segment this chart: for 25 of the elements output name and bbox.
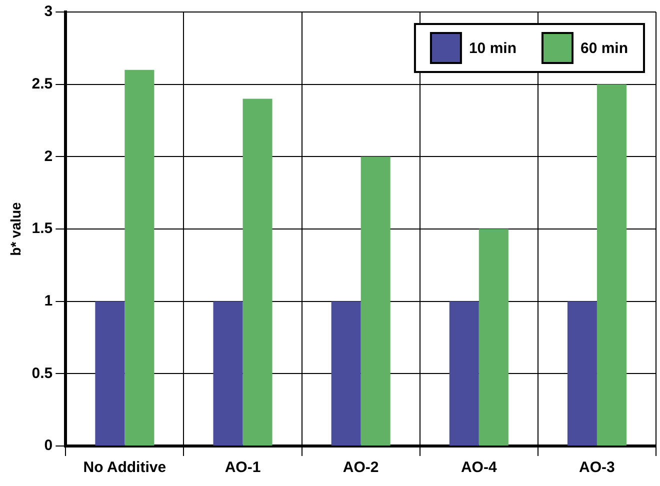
y-tick-label: 1	[44, 292, 53, 310]
y-tick-label: 2.5	[32, 75, 53, 92]
bar	[449, 301, 479, 446]
y-tick-label: 2	[44, 148, 53, 165]
x-tick-label: AO-3	[579, 459, 615, 476]
y-tick-label: 3	[44, 3, 53, 20]
bar	[124, 70, 154, 446]
bar	[242, 98, 272, 446]
y-tick-label: 0	[44, 437, 53, 454]
y-tick-label: 0.5	[32, 364, 53, 382]
bar	[213, 301, 243, 446]
bar	[331, 301, 361, 446]
legend-label: 60 min	[580, 40, 628, 58]
bar	[596, 84, 626, 446]
bar	[95, 301, 125, 446]
y-tick-label: 1.5	[32, 220, 53, 238]
x-tick-label: AO-4	[460, 459, 498, 476]
bar	[478, 229, 508, 446]
y-axis-title: b* value	[7, 202, 24, 256]
legend-label: 10 min	[468, 40, 516, 58]
bar	[360, 156, 390, 446]
bar	[567, 301, 597, 446]
x-tick-label: AO-1	[224, 459, 261, 476]
x-tick-label: AO-2	[342, 459, 379, 476]
x-tick-label: No Additive	[83, 459, 166, 476]
